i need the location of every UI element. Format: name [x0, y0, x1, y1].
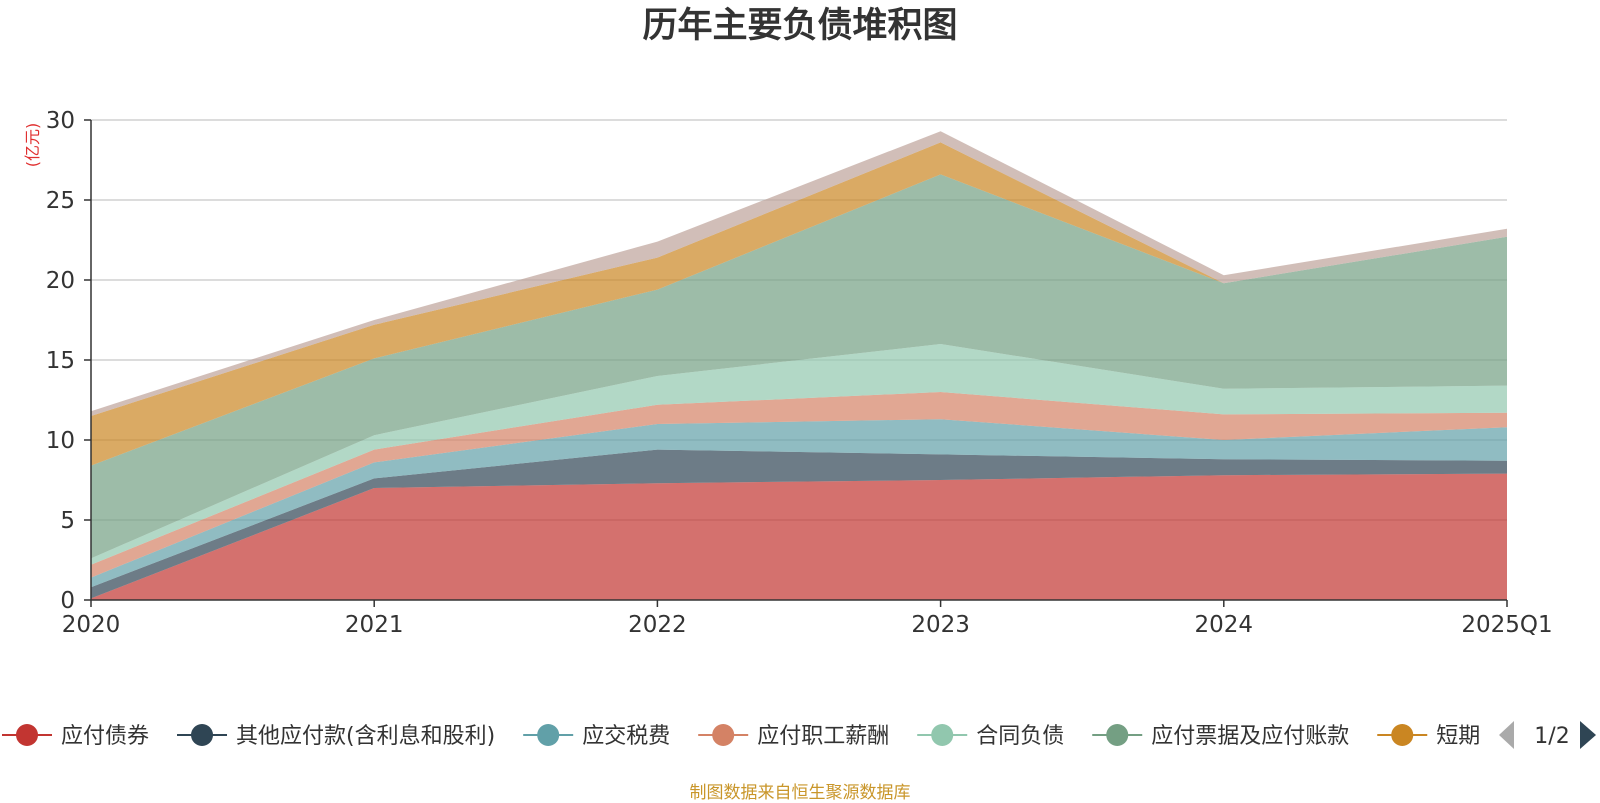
legend-item-应付票据及应付账款[interactable]: 应付票据及应付账款: [1092, 724, 1349, 749]
legend-label: 应付债券: [61, 724, 149, 749]
chart-title: 历年主要负债堆积图: [642, 6, 958, 46]
area-series-合同负债: [91, 344, 1507, 565]
y-tick-label: 25: [46, 188, 75, 214]
y-tick-label: 30: [46, 108, 75, 134]
x-tick-label: 2024: [1195, 612, 1254, 638]
legend-marker-icon: [537, 724, 560, 746]
area-series-其他应付款(含利息和股利): [91, 449, 1507, 599]
legend-marker-icon: [1391, 724, 1414, 746]
y-tick-label: 5: [60, 508, 75, 534]
legend-item-应付债券[interactable]: 应付债券: [2, 724, 149, 749]
area-series-应付债券: [91, 473, 1507, 600]
y-tick-label: 10: [46, 428, 75, 454]
y-tick-label: 20: [46, 268, 75, 294]
legend-item-应付职工薪酬[interactable]: 应付职工薪酬: [698, 724, 889, 749]
area-series-应付票据及应付账款: [91, 174, 1507, 559]
legend-label: 应付职工薪酬: [757, 724, 889, 749]
y-tick-label: 15: [46, 348, 75, 374]
legend-label: 应交税费: [582, 724, 670, 749]
legend-label: 短期借款: [1436, 724, 1524, 749]
area-series-layer: [91, 131, 1507, 600]
legend-item-其他应付款(含利息和股利)[interactable]: 其他应付款(含利息和股利): [177, 724, 495, 749]
legend-page-indicator: 1/2: [1534, 724, 1569, 749]
legend-item-短期借款[interactable]: 短期借款: [1377, 724, 1524, 749]
x-tick-label: 2020: [62, 612, 121, 638]
triangle-right-icon[interactable]: [1580, 721, 1596, 749]
area-series-应交税费: [91, 419, 1507, 588]
legend-item-应交税费[interactable]: 应交税费: [523, 724, 670, 749]
area-series-短期借款: [91, 142, 1507, 466]
area-series-其他: [91, 131, 1507, 416]
legend-marker-icon: [191, 724, 214, 746]
legend-marker-icon: [16, 724, 38, 746]
legend-marker-icon: [712, 724, 735, 746]
y-axis-unit-label: (亿元): [23, 123, 42, 168]
legend-marker-icon: [1106, 724, 1129, 746]
axes: 0 5 10 15 20 25 30 2020 2021 2022 2023 2024 2025Q1 (亿…: [23, 108, 1553, 638]
x-tick-label: 2021: [345, 612, 404, 638]
x-tick-label: 2022: [628, 612, 687, 638]
y-tick-label: 0: [60, 588, 75, 614]
legend-label: 应付票据及应付账款: [1151, 724, 1349, 749]
data-source-note: 制图数据来自恒生聚源数据库: [689, 783, 911, 803]
legend: 应付债券 其他应付款(含利息和股利) 应交税费 应付职工薪酬 合同负债 应付票据及应付账款…: [2, 721, 1596, 749]
legend-label: 其他应付款(含利息和股利): [236, 724, 495, 749]
legend-items: 应付债券 其他应付款(含利息和股利) 应交税费 应付职工薪酬 合同负债 应付票据及应付账款…: [2, 724, 1524, 749]
legend-item-合同负债[interactable]: 合同负债: [917, 724, 1064, 749]
legend-label: 合同负债: [976, 724, 1064, 749]
legend-marker-icon: [931, 724, 954, 746]
x-tick-label: 2025Q1: [1461, 612, 1552, 638]
triangle-left-icon[interactable]: [1499, 721, 1514, 749]
x-tick-label: 2023: [911, 612, 970, 638]
